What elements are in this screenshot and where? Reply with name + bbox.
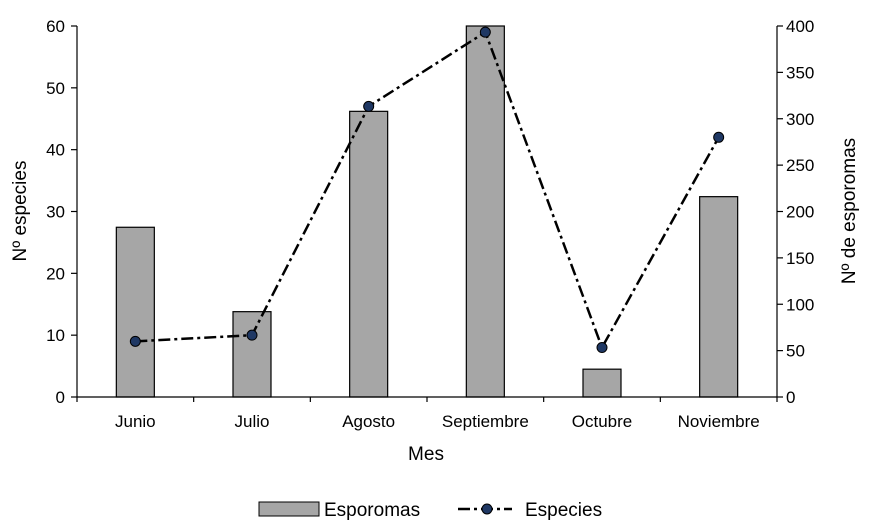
legend-line-marker [481,503,493,515]
point-especies-julio [246,329,258,341]
line-layer [129,26,725,354]
y-tick-label-left: 30 [46,203,65,222]
x-tick-label: Septiembre [442,412,529,431]
x-tick-label: Julio [235,412,270,431]
x-tick-label: Noviembre [678,412,760,431]
legend-line-label: Especies [525,500,602,521]
x-axis-title: Mes [408,444,444,465]
y-tick-label-right: 150 [786,249,814,268]
bar-junio [115,226,155,398]
x-tick-label: Octubre [572,412,632,431]
point-especies-junio [129,335,141,347]
point-especies-octubre [596,342,608,354]
y-axis-title-right: Nº de esporomas [839,138,860,284]
bar-septiembre [465,25,505,398]
y-tick-label-left: 10 [46,326,65,345]
y-tick-label-left: 60 [46,17,65,36]
y-tick-label-right: 100 [786,295,814,314]
y-tick-label-left: 40 [46,141,65,160]
bars-layer [115,25,739,398]
legend-bar-swatch [258,501,320,517]
x-tick-label: Junio [115,412,156,431]
point-especies-septiembre [479,26,491,38]
y-tick-label-right: 250 [786,156,814,175]
point-especies-agosto [363,100,375,112]
bar-noviembre [699,196,739,398]
legend-bar-label: Esporomas [324,500,420,521]
y-tick-label-right: 200 [786,203,814,222]
y-axis-title-left: Nº especies [10,161,31,262]
series-line-especies [135,30,720,351]
y-tick-label-right: 400 [786,17,814,36]
x-tick-label: Agosto [342,412,395,431]
y-tick-label-right: 50 [786,342,805,361]
bar-octubre [582,368,622,398]
bar-agosto [349,110,389,398]
y-tick-label-right: 0 [786,388,795,407]
axes-layer: 0 10 20 30 40 50 60 0 50 100 150 200 250 300 350 400 Jun… [46,17,814,431]
point-especies-noviembre [713,131,725,143]
y-tick-label-left: 0 [56,388,65,407]
y-tick-label-left: 20 [46,264,65,283]
y-tick-label-left: 50 [46,79,65,98]
bar-julio [232,311,272,398]
y-tick-label-right: 350 [786,63,814,82]
y-tick-label-right: 300 [786,110,814,129]
legend: Esporomas Especies [258,500,602,521]
